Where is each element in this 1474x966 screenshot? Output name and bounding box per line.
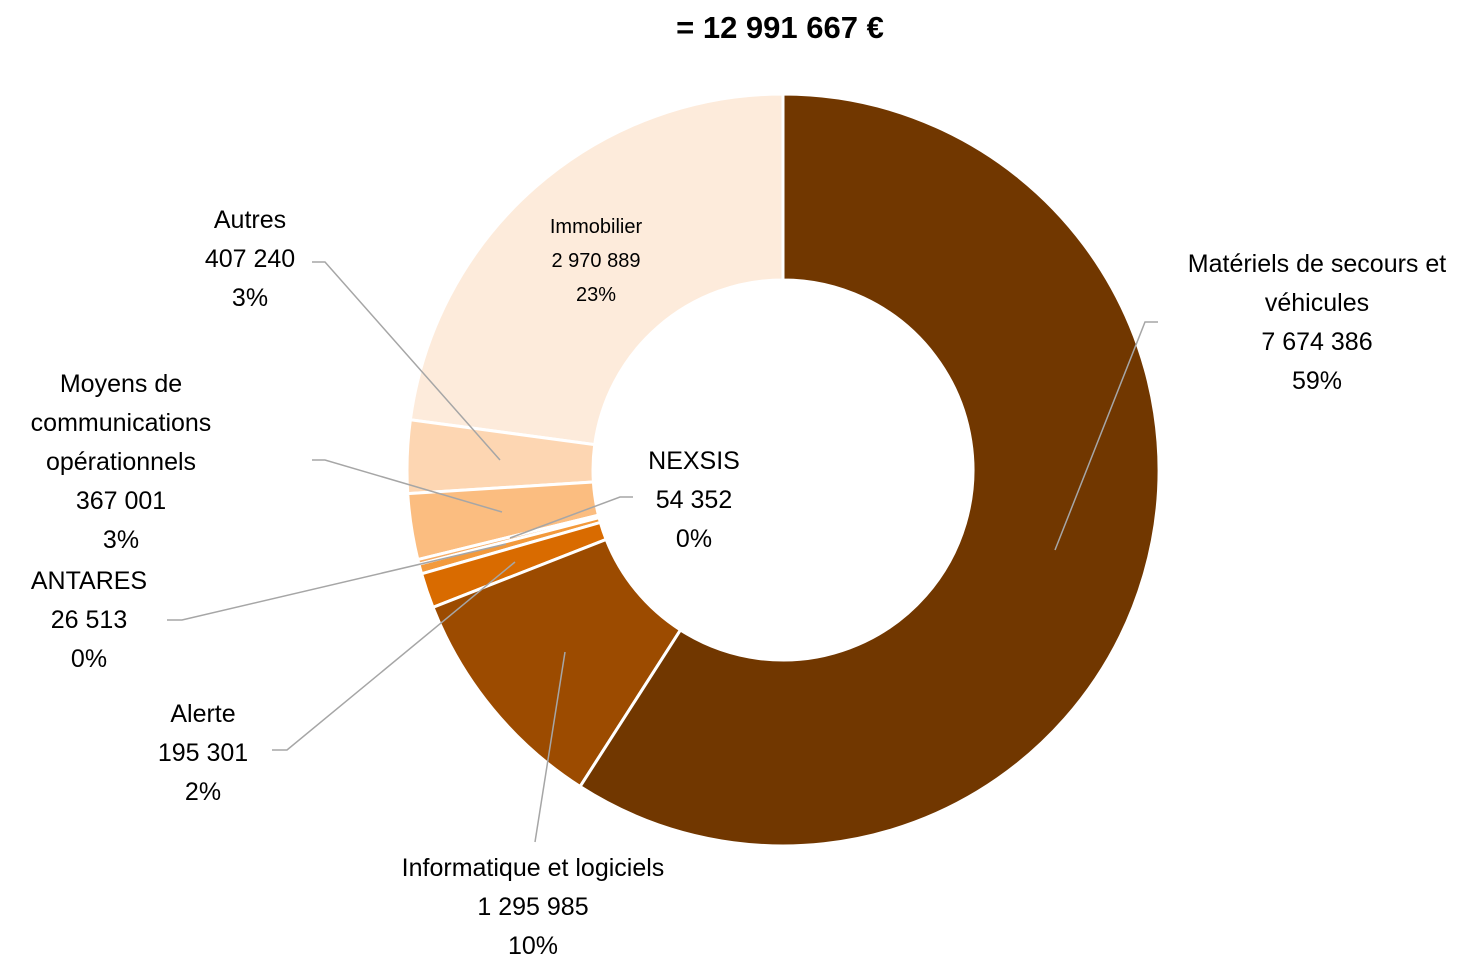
percent-label: 0% [70, 645, 108, 673]
data-label: Moyens de communications opérationnels 36… [1, 365, 241, 560]
data-label: Autres 407 240 3% [180, 201, 320, 318]
percent-label: 3% [231, 284, 269, 312]
data-label: Informatique et logiciels 1 295 985 10% [363, 849, 703, 966]
leader-line [312, 459, 503, 513]
percent-label: 3% [102, 526, 140, 554]
percent-label: 10% [507, 932, 559, 960]
category-label: Immobilier [549, 216, 643, 238]
leader-line [312, 261, 501, 461]
leader-lines [167, 261, 1158, 843]
percent-label: 0% [675, 525, 713, 553]
chart-title: = 12 991 667 € [676, 10, 884, 45]
percent-label: 23% [575, 284, 617, 306]
data-label: Alerte 195 301 2% [133, 695, 273, 812]
category-label: Informatique et logiciels [401, 854, 665, 882]
value-label: 195 301 [157, 739, 249, 767]
data-label: ANTARES 26 513 0% [9, 562, 169, 679]
category-label: ANTARES [30, 567, 148, 595]
data-label: Immobilier 2 970 889 23% [496, 210, 696, 312]
leader-line [509, 496, 633, 539]
data-label: Matériels de secours et véhicules 7 674 3… [1157, 245, 1474, 401]
value-label: 1 295 985 [477, 893, 589, 921]
category-label: Moyens de communications opérationnels [30, 370, 212, 476]
donut-slice [578, 92, 1161, 848]
donut-slice [406, 480, 601, 562]
percent-label: 2% [184, 778, 222, 806]
donut-slice [408, 92, 785, 447]
category-label: Alerte [170, 700, 236, 728]
value-label: 54 352 [655, 486, 733, 514]
value-label: 407 240 [204, 245, 296, 273]
leader-line [167, 543, 507, 621]
value-label: 26 513 [50, 606, 128, 634]
donut-slice [419, 520, 609, 610]
percent-label: 59% [1291, 367, 1343, 395]
category-label: Autres [213, 206, 287, 234]
leader-line [534, 651, 566, 843]
leader-line [1054, 321, 1158, 551]
category-label: NEXSIS [648, 447, 740, 475]
value-label: 367 001 [75, 487, 167, 515]
category-label: Matériels de secours et véhicules [1187, 250, 1447, 317]
leader-line [272, 561, 516, 751]
donut-slice [405, 418, 597, 496]
value-label: 2 970 889 [551, 250, 641, 272]
data-label: NEXSIS 54 352 0% [624, 442, 764, 559]
value-label: 7 674 386 [1261, 328, 1373, 356]
